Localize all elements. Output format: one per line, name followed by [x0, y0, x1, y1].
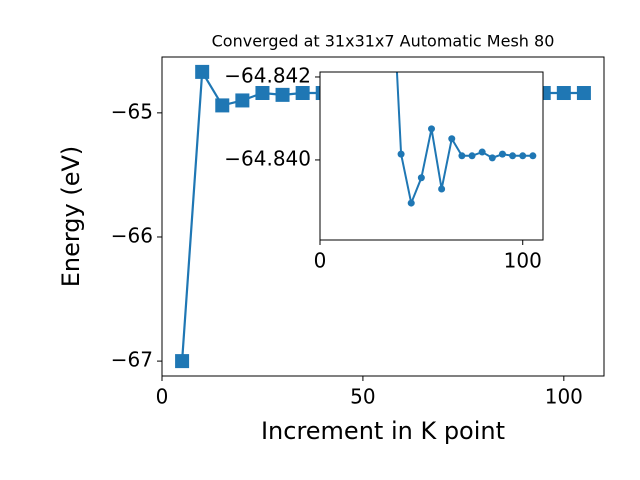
marker [275, 87, 290, 102]
x-tick-label: 0 [156, 385, 169, 409]
y-tick-label: −64.842 [224, 63, 311, 87]
marker [195, 64, 210, 79]
marker [438, 185, 446, 193]
marker [397, 150, 405, 158]
y-tick-label: −66 [111, 223, 153, 247]
marker [478, 148, 486, 156]
plot-background [320, 72, 543, 240]
marker [215, 98, 230, 113]
y-tick-label: −64.840 [224, 146, 311, 170]
marker [458, 152, 466, 160]
marker [448, 135, 456, 143]
marker [417, 174, 425, 182]
y-axis-label: Energy (eV) [57, 146, 85, 288]
marker [488, 154, 496, 162]
marker [255, 85, 270, 100]
marker [498, 150, 506, 158]
marker [175, 354, 190, 369]
plot-area [395, 72, 537, 207]
marker [428, 125, 435, 133]
x-tick-label: 50 [350, 385, 375, 409]
marker [519, 152, 527, 160]
marker [235, 93, 250, 108]
chart-title: Converged at 31x31x7 Automatic Mesh 80 [212, 32, 555, 51]
marker [556, 86, 571, 101]
marker [295, 85, 310, 100]
marker [468, 152, 476, 160]
x-tick-label: 100 [545, 385, 583, 409]
y-tick-label: −65 [111, 99, 153, 123]
marker [407, 199, 415, 207]
y-tick-label: −67 [111, 348, 153, 372]
x-tick-label: 100 [504, 249, 542, 273]
axes-frame [161, 56, 605, 377]
x-tick-label: 0 [314, 249, 327, 273]
axes-frame [319, 71, 544, 241]
marker [529, 152, 537, 160]
x-axis-label: Increment in K point [261, 417, 505, 445]
marker [576, 86, 591, 101]
marker [509, 152, 517, 160]
